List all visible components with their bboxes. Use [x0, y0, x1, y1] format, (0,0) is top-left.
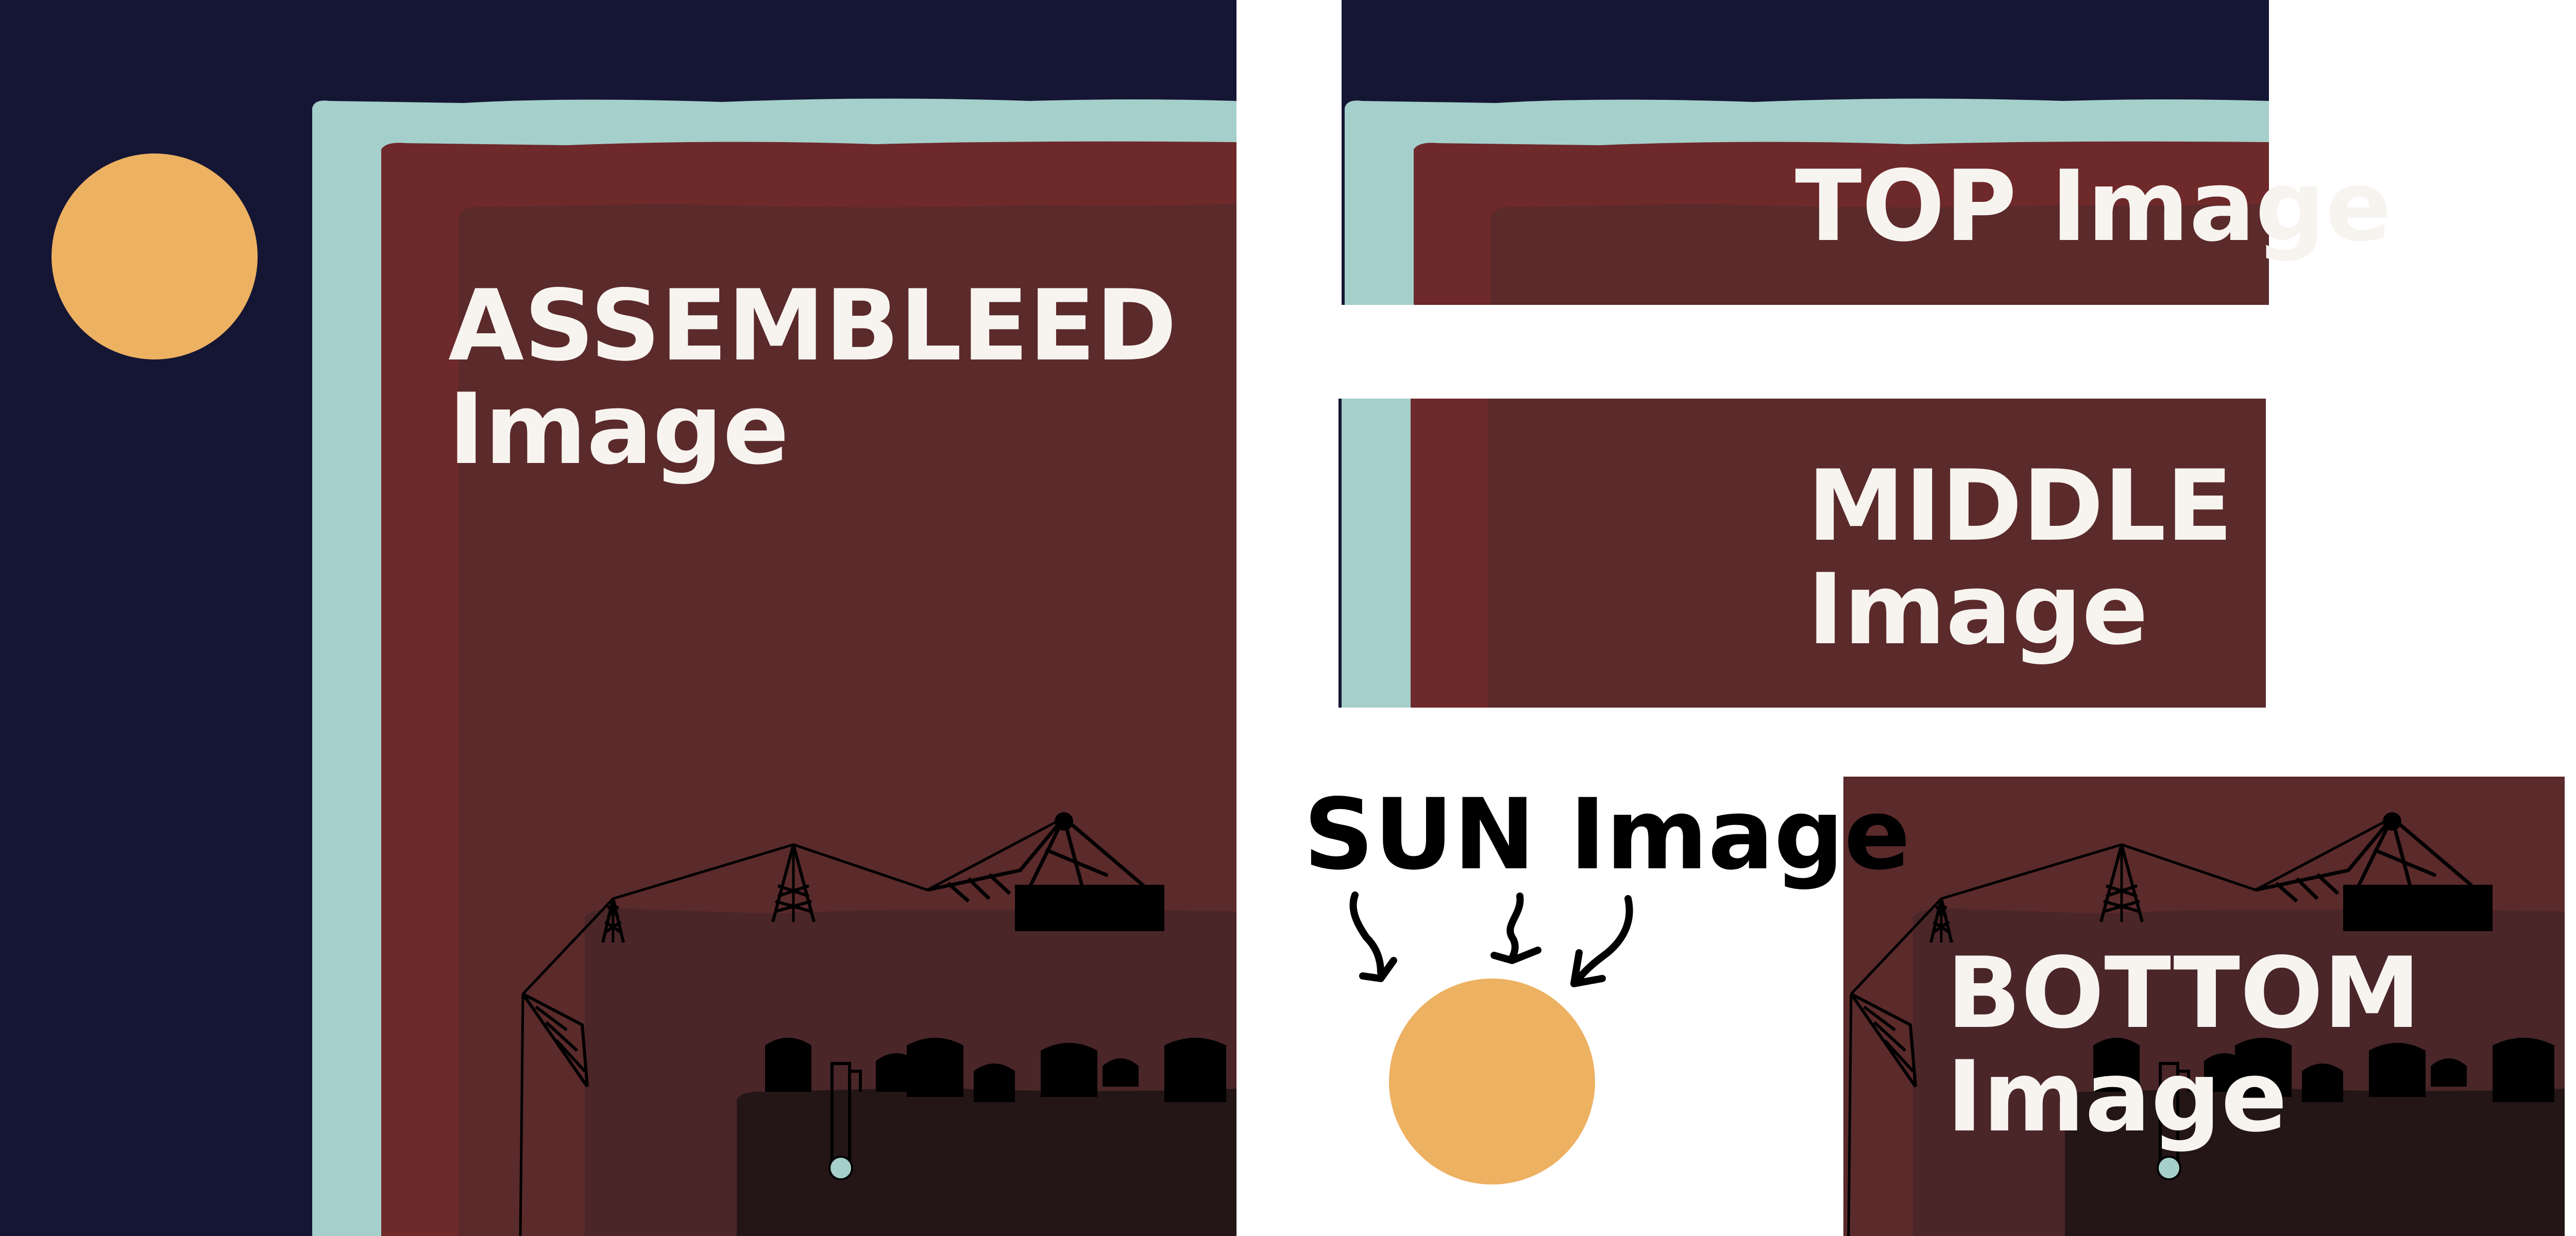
- rooftop-hut-5: [1041, 1043, 1097, 1097]
- crane-load: [2343, 885, 2493, 931]
- lattice-tower-2: [2099, 844, 2144, 922]
- sun-circle: [1389, 978, 1595, 1184]
- middle-label-line-2: Image: [1807, 553, 2148, 667]
- lattice-tower-1: [601, 898, 625, 943]
- crane-pivot: [2383, 812, 2401, 831]
- bottom-image-label: BOTTOM Image: [1946, 941, 2421, 1149]
- middle-image-label: MIDDLE Image: [1807, 454, 2233, 662]
- bottom-scene: [1843, 777, 2565, 1236]
- assembled-image-label: ASSEMBLEED Image: [448, 274, 1177, 482]
- top-image-panel: TOP Image: [1342, 0, 2576, 305]
- test-tube-lamp: [828, 1062, 862, 1180]
- rooftop-hut-7: [1164, 1038, 1226, 1102]
- lattice-tower-1: [1929, 898, 1953, 943]
- rooftop-hut-4: [2302, 1063, 2343, 1102]
- crane-arm-left: [1850, 992, 1917, 1088]
- sun-image-label: SUN Image: [1303, 783, 1911, 891]
- test-tube-lamp: [2157, 1062, 2190, 1180]
- sun-image-panel: SUN Image: [1278, 783, 1999, 1236]
- arrow-right: [1573, 895, 1633, 985]
- crane-load: [1015, 885, 1164, 931]
- sky-sun: [52, 153, 258, 359]
- lattice-tower-2: [771, 844, 816, 922]
- rooftop-hut-5: [2369, 1043, 2426, 1097]
- middle-scene: [1338, 399, 2266, 708]
- arrow-left-head: [1359, 957, 1397, 982]
- ground: [737, 1088, 1236, 1236]
- rooftop-hut-1: [765, 1038, 811, 1092]
- crane-arm-right: [927, 815, 1145, 903]
- inner-red-wall: [1491, 204, 2269, 305]
- arrow-middle-head: [1490, 947, 1541, 964]
- assembled-scene: [0, 0, 1236, 1236]
- middle-image-panel: MIDDLE Image: [1338, 399, 2576, 708]
- bottom-label-line-1: BOTTOM: [1946, 936, 2421, 1050]
- assembled-label-line-1: ASSEMBLEED: [448, 269, 1177, 383]
- rooftop-hut-7: [2493, 1038, 2554, 1102]
- top-image-label: TOP Image: [1795, 149, 2392, 263]
- inner-red-wall: [1488, 399, 2266, 708]
- arrow-middle: [1506, 892, 1524, 962]
- middle-label-line-1: MIDDLE: [1807, 449, 2233, 563]
- arrow-left: [1349, 891, 1384, 976]
- crane-pivot: [1055, 812, 1073, 831]
- bottom-label-line-2: Image: [1946, 1040, 2287, 1154]
- crane-arm-left: [521, 992, 589, 1088]
- ground: [2065, 1088, 2565, 1236]
- top-scene: [1342, 0, 2269, 305]
- rooftop-hut-6: [2431, 1058, 2467, 1087]
- sun-overlay: [1349, 891, 1633, 1184]
- assembled-image-panel: ASSEMBLEED Image: [0, 0, 1236, 1236]
- rooftop-hut-6: [1103, 1058, 1139, 1087]
- rooftop-hut-3: [2235, 1038, 2292, 1097]
- rooftop-hut-3: [907, 1038, 963, 1097]
- arrow-right-head: [1570, 949, 1606, 987]
- rooftop-hut-4: [974, 1063, 1015, 1102]
- bottom-image-panel: BOTTOM Image: [1843, 777, 2576, 1236]
- assembled-label-line-2: Image: [448, 372, 789, 487]
- rooftop-hut-1: [2093, 1038, 2140, 1092]
